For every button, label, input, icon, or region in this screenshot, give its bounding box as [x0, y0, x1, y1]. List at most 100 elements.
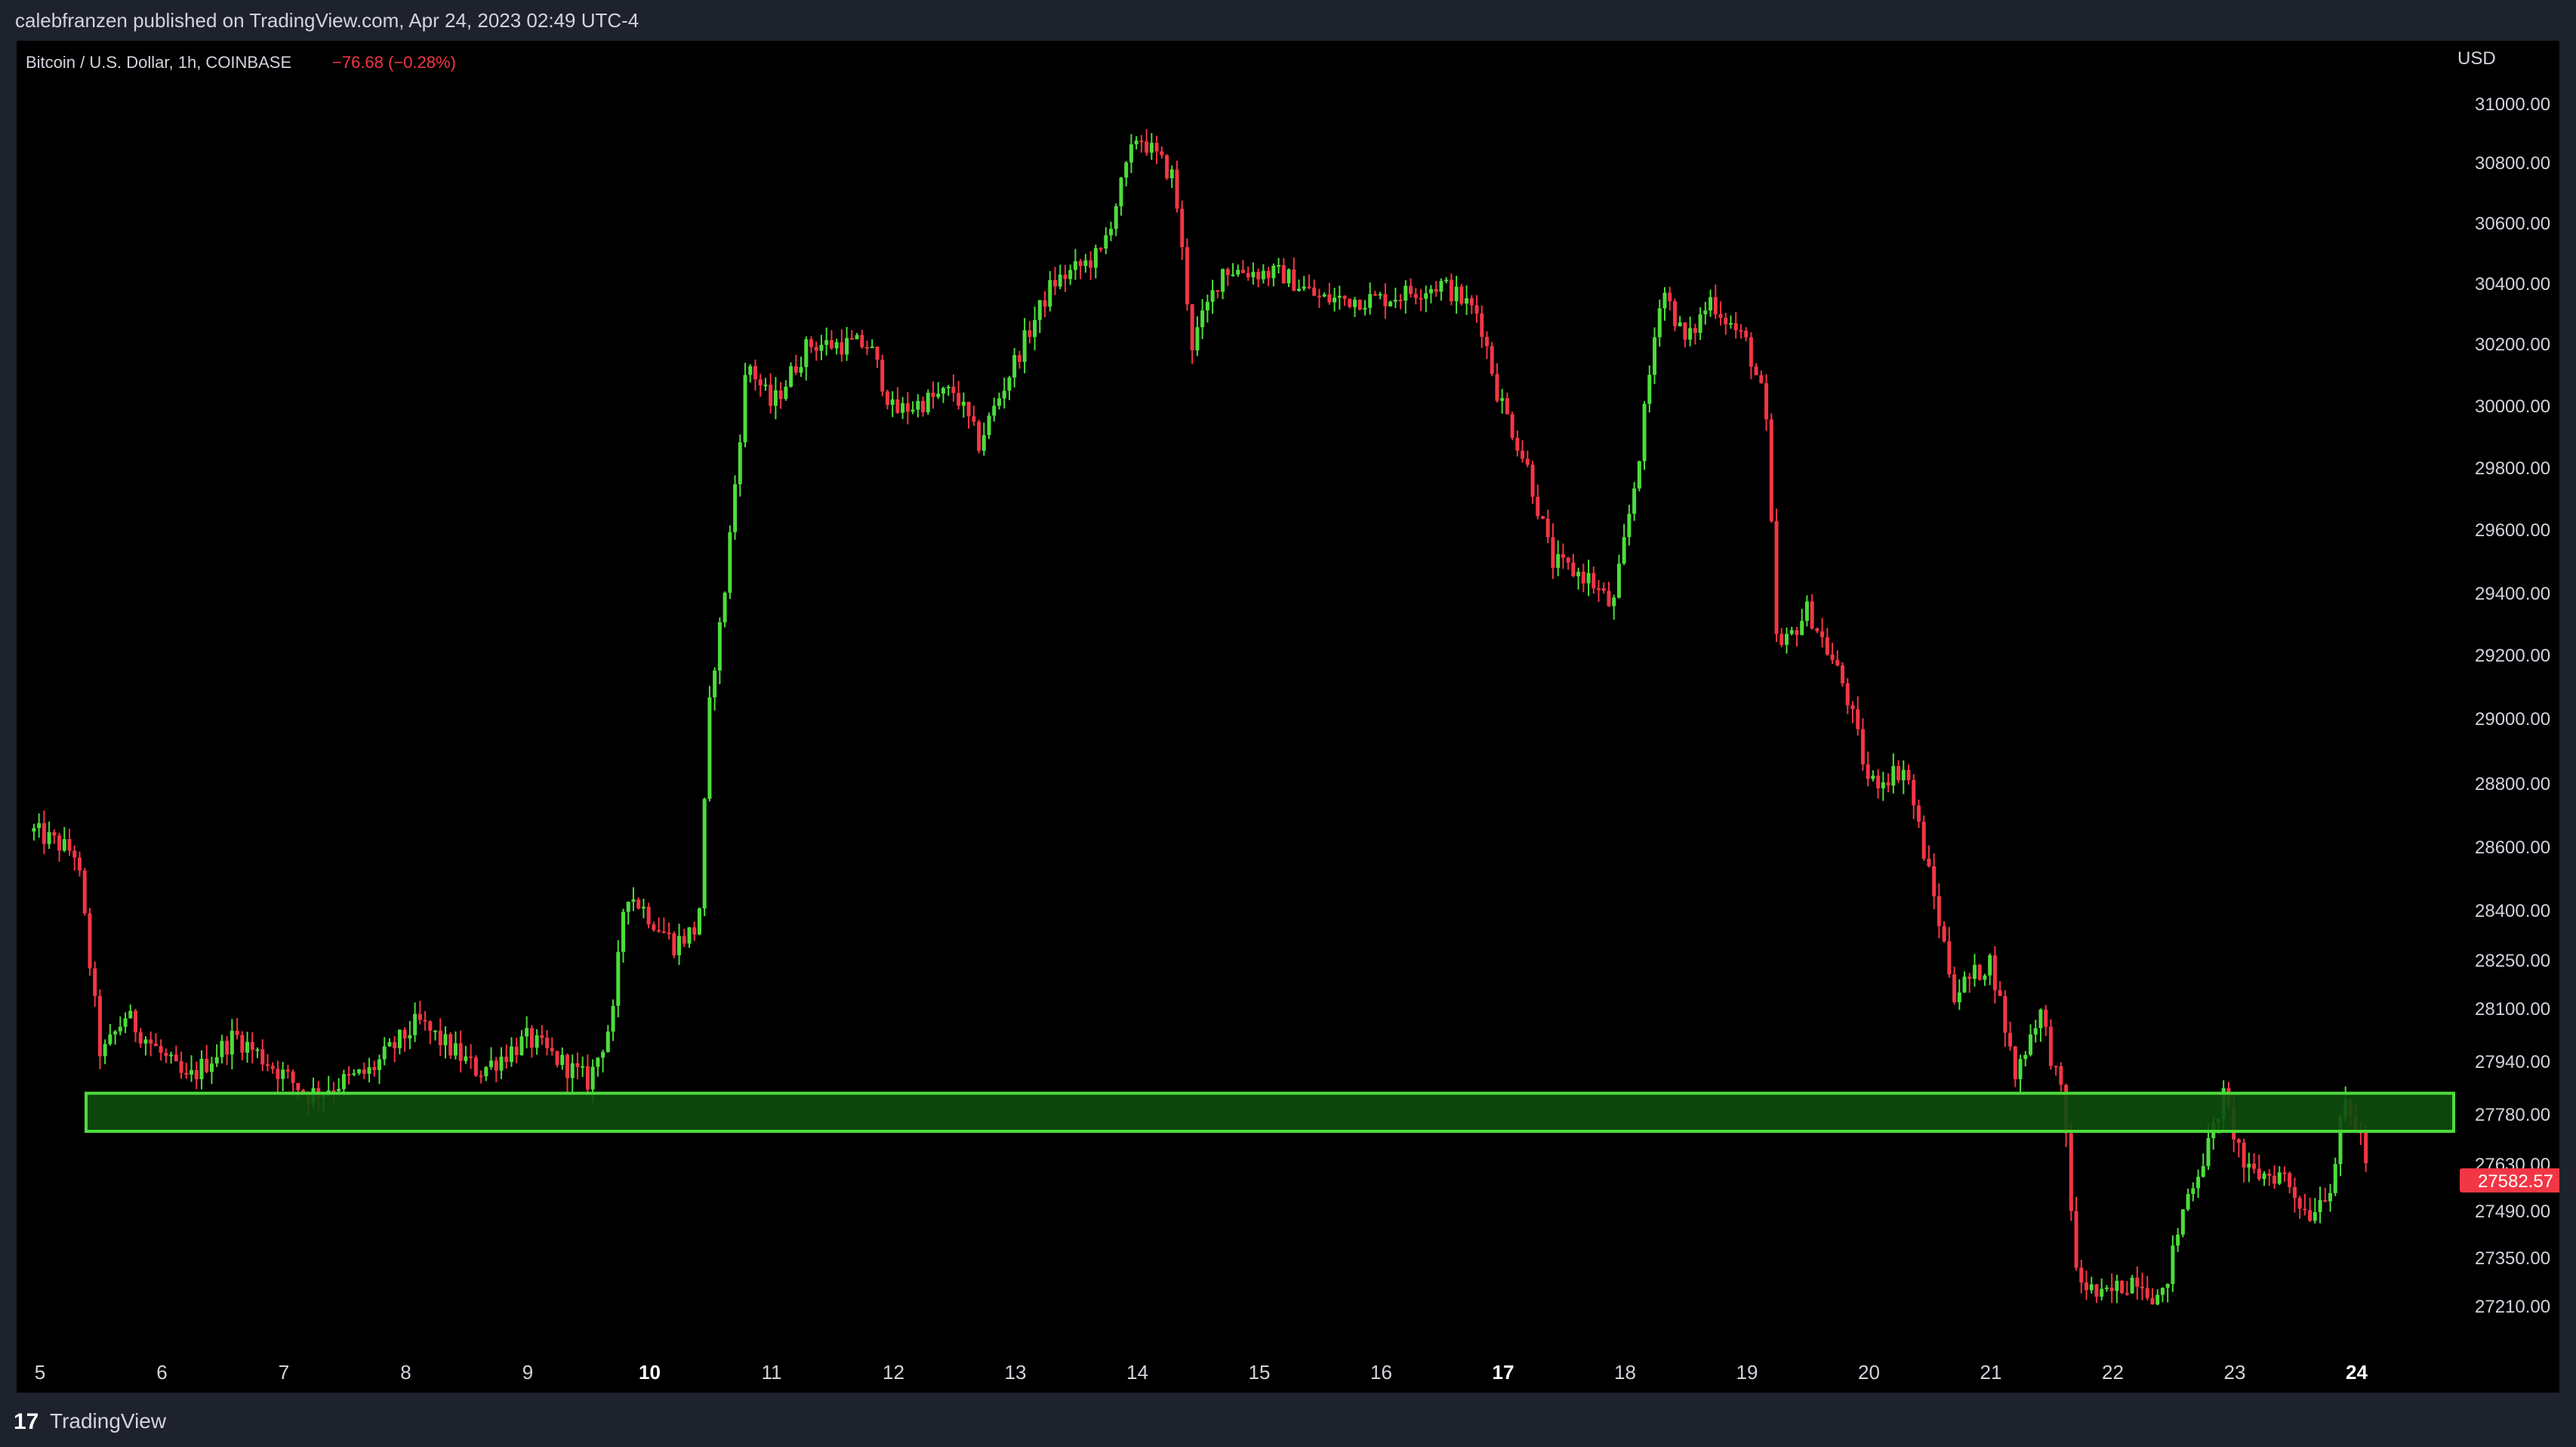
candle-body — [1521, 450, 1525, 459]
y-tick-label: 30200.00 — [2475, 335, 2550, 355]
candle-body — [529, 1028, 534, 1048]
candle-body — [605, 1031, 610, 1052]
candle-body — [1972, 964, 1977, 980]
candle-body — [652, 924, 656, 930]
candle-body — [438, 1030, 442, 1046]
candle-body — [1048, 279, 1052, 307]
candle-body — [1947, 941, 1952, 975]
candle-body — [37, 822, 42, 828]
candle-body — [936, 393, 941, 397]
y-tick-label: 27940.00 — [2475, 1052, 2550, 1072]
x-tick-label: 19 — [1736, 1361, 1758, 1384]
candle-body — [2191, 1188, 2195, 1194]
candle-body — [1129, 144, 1133, 163]
candle-body — [1465, 298, 1469, 304]
candle-body — [1216, 290, 1220, 292]
candle-body — [1500, 398, 1505, 401]
candle-body — [1597, 588, 1601, 590]
candle-body — [1657, 308, 1662, 338]
candle-body — [682, 936, 686, 944]
brand-name: TradingView — [50, 1409, 167, 1433]
x-tick-label: 22 — [2102, 1361, 2124, 1384]
candle-body — [1830, 654, 1835, 660]
candle-body — [397, 1029, 402, 1048]
price-chart[interactable]: 27210.0027350.0027490.0027630.0027780.00… — [17, 41, 2559, 1393]
candle-body — [916, 400, 920, 410]
candle-body — [387, 1041, 392, 1047]
candle-body — [1901, 770, 1906, 781]
candle-body — [804, 339, 809, 368]
candle-body — [1779, 634, 1784, 645]
candle-body — [2094, 1284, 2099, 1297]
candle-body — [2333, 1164, 2337, 1193]
candle-body — [270, 1066, 275, 1069]
candle-body — [2028, 1034, 2032, 1055]
candle-body — [240, 1035, 245, 1053]
y-tick-label: 29600.00 — [2475, 520, 2550, 541]
candle-body — [149, 1039, 153, 1044]
candle-body — [1815, 628, 1820, 631]
candle-body — [565, 1054, 569, 1078]
candle-body — [611, 1005, 615, 1032]
candle-body — [1764, 383, 1769, 420]
candle-body — [473, 1057, 478, 1076]
y-tick-label: 27350.00 — [2475, 1248, 2550, 1269]
candle-body — [2206, 1137, 2211, 1167]
candle-body — [824, 340, 829, 345]
candle-body — [2165, 1284, 2170, 1288]
candle-body — [1307, 286, 1311, 288]
candle-body — [2109, 1287, 2114, 1291]
candle-body — [88, 913, 92, 969]
candle-body — [535, 1035, 539, 1048]
candle-body — [494, 1060, 498, 1071]
candle-body — [1022, 330, 1027, 363]
candle-body — [1434, 288, 1438, 292]
candle-body — [1627, 514, 1632, 538]
candle-body — [1698, 314, 1702, 333]
candle-body — [728, 532, 732, 593]
publish-header: calebfranzen published on TradingView.co… — [0, 0, 2576, 39]
candle-body — [1169, 169, 1174, 178]
candle-body — [1592, 572, 1596, 588]
candle-body — [2236, 1139, 2241, 1143]
candle-body — [1977, 964, 1982, 980]
candle-body — [1744, 330, 1749, 338]
candle-body — [1952, 974, 1957, 1003]
y-tick-label: 30000.00 — [2475, 396, 2550, 417]
axis-currency[interactable]: USD — [2457, 48, 2496, 69]
candle-body — [763, 384, 768, 387]
candle-body — [1876, 776, 1881, 788]
candle-body — [2018, 1059, 2023, 1079]
candle-body — [585, 1066, 590, 1090]
candle-body — [1342, 295, 1347, 299]
candle-body — [2297, 1198, 2302, 1209]
candle-body — [1510, 414, 1514, 438]
candle-body — [1856, 709, 1860, 730]
candle-body — [895, 399, 900, 413]
candle-body — [464, 1056, 468, 1061]
candle-body — [1454, 286, 1459, 301]
candle-body — [1886, 782, 1890, 786]
candle-body — [905, 403, 910, 412]
candle-body — [1322, 294, 1327, 297]
candle-body — [972, 416, 976, 422]
candle-body — [1693, 328, 1697, 333]
candle-body — [951, 387, 956, 393]
chart-pane[interactable]: 27210.00 27350.00 27490.00 27630.00 27780.00… — [17, 41, 2559, 1393]
candle-body — [1043, 300, 1047, 307]
candle-body — [418, 1014, 422, 1020]
candle-body — [285, 1069, 290, 1072]
candle-body — [341, 1074, 346, 1089]
x-tick-label: 12 — [883, 1361, 904, 1384]
candle-body — [296, 1082, 300, 1091]
y-tick-label: 30800.00 — [2475, 153, 2550, 174]
candle-body — [1236, 270, 1240, 275]
candle-body — [1251, 271, 1256, 278]
candle-body — [941, 387, 945, 394]
candle-body — [2085, 1282, 2089, 1291]
candle-body — [1709, 297, 1713, 311]
candle-body — [1957, 992, 1961, 1003]
candle-body — [367, 1067, 371, 1074]
candle-body — [408, 1035, 412, 1039]
candle-body — [2008, 1032, 2013, 1047]
